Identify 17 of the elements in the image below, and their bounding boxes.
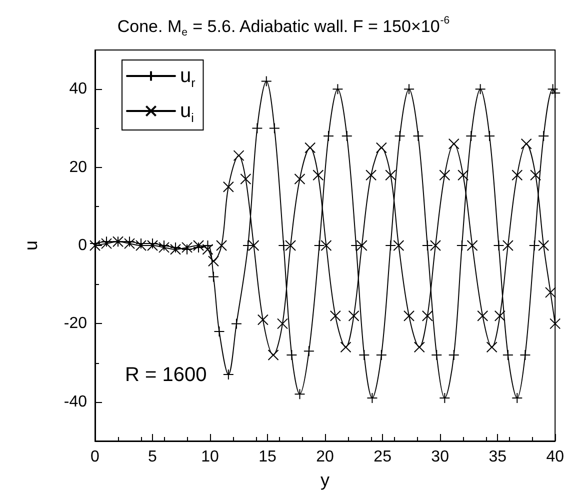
y-tick-label: 40 <box>69 80 88 98</box>
y-tick-label: 20 <box>69 158 88 176</box>
x-tick-label: 0 <box>90 448 100 466</box>
x-tick-label: 40 <box>546 448 564 466</box>
x-tick-label: 30 <box>431 448 450 466</box>
x-tick-label: 20 <box>316 448 334 466</box>
x-axis-title: y <box>320 470 330 490</box>
x-tick-label: 10 <box>201 448 220 466</box>
x-tick-label: 25 <box>374 448 392 466</box>
x-tick-label: 35 <box>488 448 507 466</box>
y-axis-title: u <box>21 240 41 251</box>
y-tick-label: -20 <box>64 315 88 332</box>
x-tick-label: 5 <box>148 448 158 466</box>
y-tick-label: -40 <box>64 393 88 410</box>
annotation: R = 1600 <box>125 364 207 386</box>
x-tick-label: 15 <box>258 448 277 466</box>
y-tick-label: 0 <box>78 237 88 254</box>
